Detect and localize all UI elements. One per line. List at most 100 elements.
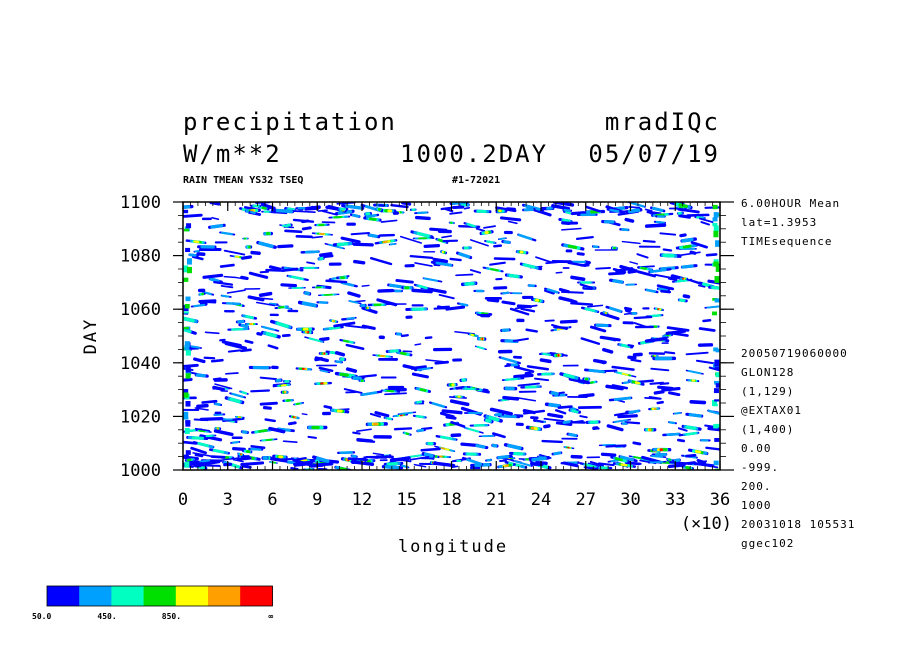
precip-level-0 (203, 356, 216, 360)
precip-level-0 (644, 208, 653, 212)
precip-level-2 (245, 315, 254, 320)
precip-level-0 (356, 428, 372, 432)
precip-level-0 (656, 400, 664, 405)
precip-level-0 (600, 311, 620, 321)
precip-cell (261, 325, 280, 332)
precip-level-0 (387, 385, 405, 389)
precip-cell (360, 390, 383, 397)
precip-cell (537, 372, 555, 376)
precip-edge-cell (184, 341, 190, 348)
precip-level-3 (633, 456, 642, 460)
precip-level-1 (275, 208, 293, 214)
chart-title: precipitation (183, 108, 397, 136)
precip-cell (295, 207, 306, 210)
precip-cell (530, 297, 545, 304)
precip-cell (227, 327, 250, 331)
precip-level-2 (291, 275, 304, 281)
precip-level-1 (592, 245, 599, 249)
side-info-line: GLON128 (741, 366, 794, 379)
precip-level-2 (486, 240, 494, 244)
precip-cell (251, 428, 274, 434)
precip-cell (411, 372, 429, 379)
precip-cell (585, 205, 602, 213)
precip-cell (551, 451, 563, 456)
precip-level-0 (287, 309, 299, 313)
precip-cell (433, 461, 456, 468)
precip-level-0 (255, 301, 276, 307)
colorbar-label: 850. (162, 612, 181, 621)
precip-level-4 (457, 395, 461, 398)
precip-level-2 (505, 377, 518, 381)
precip-level-0 (259, 270, 270, 274)
precip-level-6 (399, 414, 403, 417)
precip-level-1 (320, 369, 328, 373)
precip-level-2 (319, 256, 324, 261)
precip-level-2 (411, 208, 416, 211)
precip-level-0 (378, 357, 399, 361)
precip-cell (238, 323, 250, 329)
precip-level-0 (547, 412, 564, 419)
precip-cell (648, 460, 667, 464)
precip-cell (375, 207, 384, 212)
precip-cell (269, 313, 279, 317)
precip-cell (220, 294, 232, 298)
precip-cell (259, 401, 278, 406)
precip-cell (544, 287, 560, 294)
precip-cell (201, 217, 212, 221)
precip-level-0 (595, 266, 611, 270)
precip-level-1 (550, 391, 559, 396)
precip-level-0 (570, 454, 583, 459)
precip-level-1 (562, 420, 572, 424)
precip-cell (328, 206, 336, 210)
precip-cell (378, 204, 386, 207)
precip-cell (317, 293, 340, 297)
precip-level-1 (706, 305, 720, 309)
precip-cell (648, 395, 662, 400)
precip-cell (515, 250, 529, 255)
precip-level-2 (389, 349, 399, 353)
precip-cell (240, 275, 249, 281)
precip-cell (250, 445, 266, 449)
precip-cell (345, 367, 358, 373)
precip-cell (427, 287, 447, 294)
precip-cell (463, 206, 471, 210)
precip-level-0 (250, 389, 270, 393)
precip-cell (473, 289, 485, 293)
precip-cell (497, 463, 516, 469)
precip-cell (195, 429, 212, 433)
precip-cell (469, 424, 490, 427)
precip-level-0 (562, 267, 570, 269)
precip-level-1 (318, 301, 328, 304)
precip-level-0 (282, 440, 298, 444)
precip-cell (662, 248, 673, 252)
precip-level-1 (518, 233, 533, 241)
precip-level-0 (389, 456, 411, 463)
colorbar-label: 50.0 (32, 612, 51, 621)
precip-level-0 (344, 324, 367, 329)
precip-level-4 (634, 381, 640, 385)
precip-level-4 (535, 298, 540, 302)
precip-level-0 (697, 343, 714, 347)
precip-level-1 (399, 411, 414, 415)
precip-level-1 (360, 303, 366, 308)
precip-cell (356, 428, 372, 432)
precip-level-1 (352, 376, 362, 381)
precip-cell (440, 250, 448, 255)
precip-level-0 (664, 351, 676, 355)
precip-cell (300, 250, 320, 254)
precip-level-3 (295, 402, 301, 405)
precip-level-0 (586, 456, 601, 459)
precip-level-0 (677, 438, 685, 443)
precip-cell (422, 277, 443, 283)
precip-cell (227, 349, 242, 353)
precip-cell (544, 319, 555, 322)
precip-level-1 (328, 243, 344, 250)
precip-cell (493, 257, 516, 261)
precip-cell (424, 336, 433, 340)
precip-level-0 (183, 213, 203, 218)
precip-level-0 (223, 275, 238, 279)
precip-level-2 (303, 266, 315, 269)
precip-level-5 (382, 240, 388, 244)
precip-cell (685, 412, 704, 418)
precip-cell (521, 295, 534, 299)
